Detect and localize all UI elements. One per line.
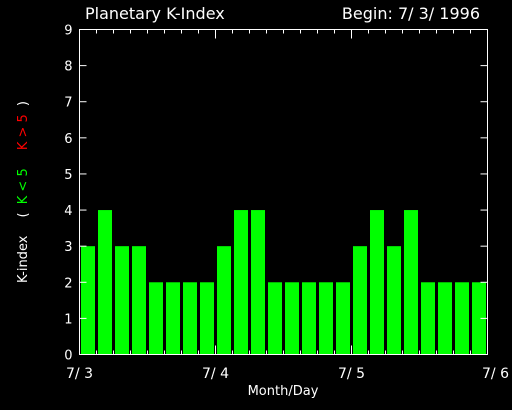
bar-9 xyxy=(234,210,248,355)
bar-16 xyxy=(353,246,367,355)
y-label-prefix: K-index xyxy=(16,235,31,283)
y-tick-label-3: 3 xyxy=(64,240,72,255)
y-tick-label-5: 5 xyxy=(64,168,72,183)
bar-0 xyxy=(81,246,95,355)
chart-title: Planetary K-Index xyxy=(85,4,225,23)
y-tick-label-6: 6 xyxy=(64,132,72,147)
bar-1 xyxy=(98,210,112,355)
bar-20 xyxy=(421,282,435,355)
bar-18 xyxy=(387,246,401,355)
y-label-open: ( xyxy=(16,212,31,217)
bar-21 xyxy=(438,282,452,355)
y-tick-label-2: 2 xyxy=(64,276,72,291)
x-ticks-group: 7/ 3 7/ 4 7/ 5 7/ 6 xyxy=(66,29,509,382)
y-tick-label-9: 9 xyxy=(64,24,72,39)
bar-7 xyxy=(200,282,214,355)
bar-3 xyxy=(132,246,146,355)
bar-5 xyxy=(166,282,180,355)
svg-text:K-index ( K < 5: K-index ( K < 5 K > 5 ) xyxy=(16,101,31,283)
bar-19 xyxy=(404,210,418,355)
y-tick-label-4: 4 xyxy=(64,204,72,219)
y-tick-label-1: 1 xyxy=(64,312,72,327)
y-tick-label-7: 7 xyxy=(64,96,72,111)
bars-group xyxy=(81,210,486,355)
y-label-close: ) xyxy=(16,101,31,106)
x-tick-label-3: 7/ 6 xyxy=(482,366,509,382)
x-tick-label-1: 7/ 4 xyxy=(202,366,229,382)
y-axis-label: K-index ( K < 5 K > 5 ) xyxy=(16,101,31,283)
y-tick-label-0: 0 xyxy=(64,349,72,364)
y-ticks-group: 0 1 2 3 4 5 6 7 8 9 xyxy=(64,24,488,364)
bar-14 xyxy=(319,282,333,355)
x-axis-label: Month/Day xyxy=(248,384,319,399)
plot-frame xyxy=(79,29,488,355)
bar-11 xyxy=(268,282,282,355)
y-label-high: K > 5 xyxy=(16,114,31,150)
bar-23 xyxy=(472,282,486,355)
bar-17 xyxy=(370,210,384,355)
bar-6 xyxy=(183,282,197,355)
y-tick-label-8: 8 xyxy=(64,60,72,75)
bar-2 xyxy=(115,246,129,355)
bar-12 xyxy=(285,282,299,355)
x-tick-label-0: 7/ 3 xyxy=(66,366,93,382)
bar-22 xyxy=(455,282,469,355)
bar-13 xyxy=(302,282,316,355)
begin-date-label: Begin: 7/ 3/ 1996 xyxy=(342,4,480,23)
x-tick-label-2: 7/ 5 xyxy=(338,366,365,382)
y-label-low: K < 5 xyxy=(16,168,31,204)
bar-8 xyxy=(217,246,231,355)
bar-15 xyxy=(336,282,350,355)
bar-10 xyxy=(251,210,265,355)
bar-4 xyxy=(149,282,163,355)
